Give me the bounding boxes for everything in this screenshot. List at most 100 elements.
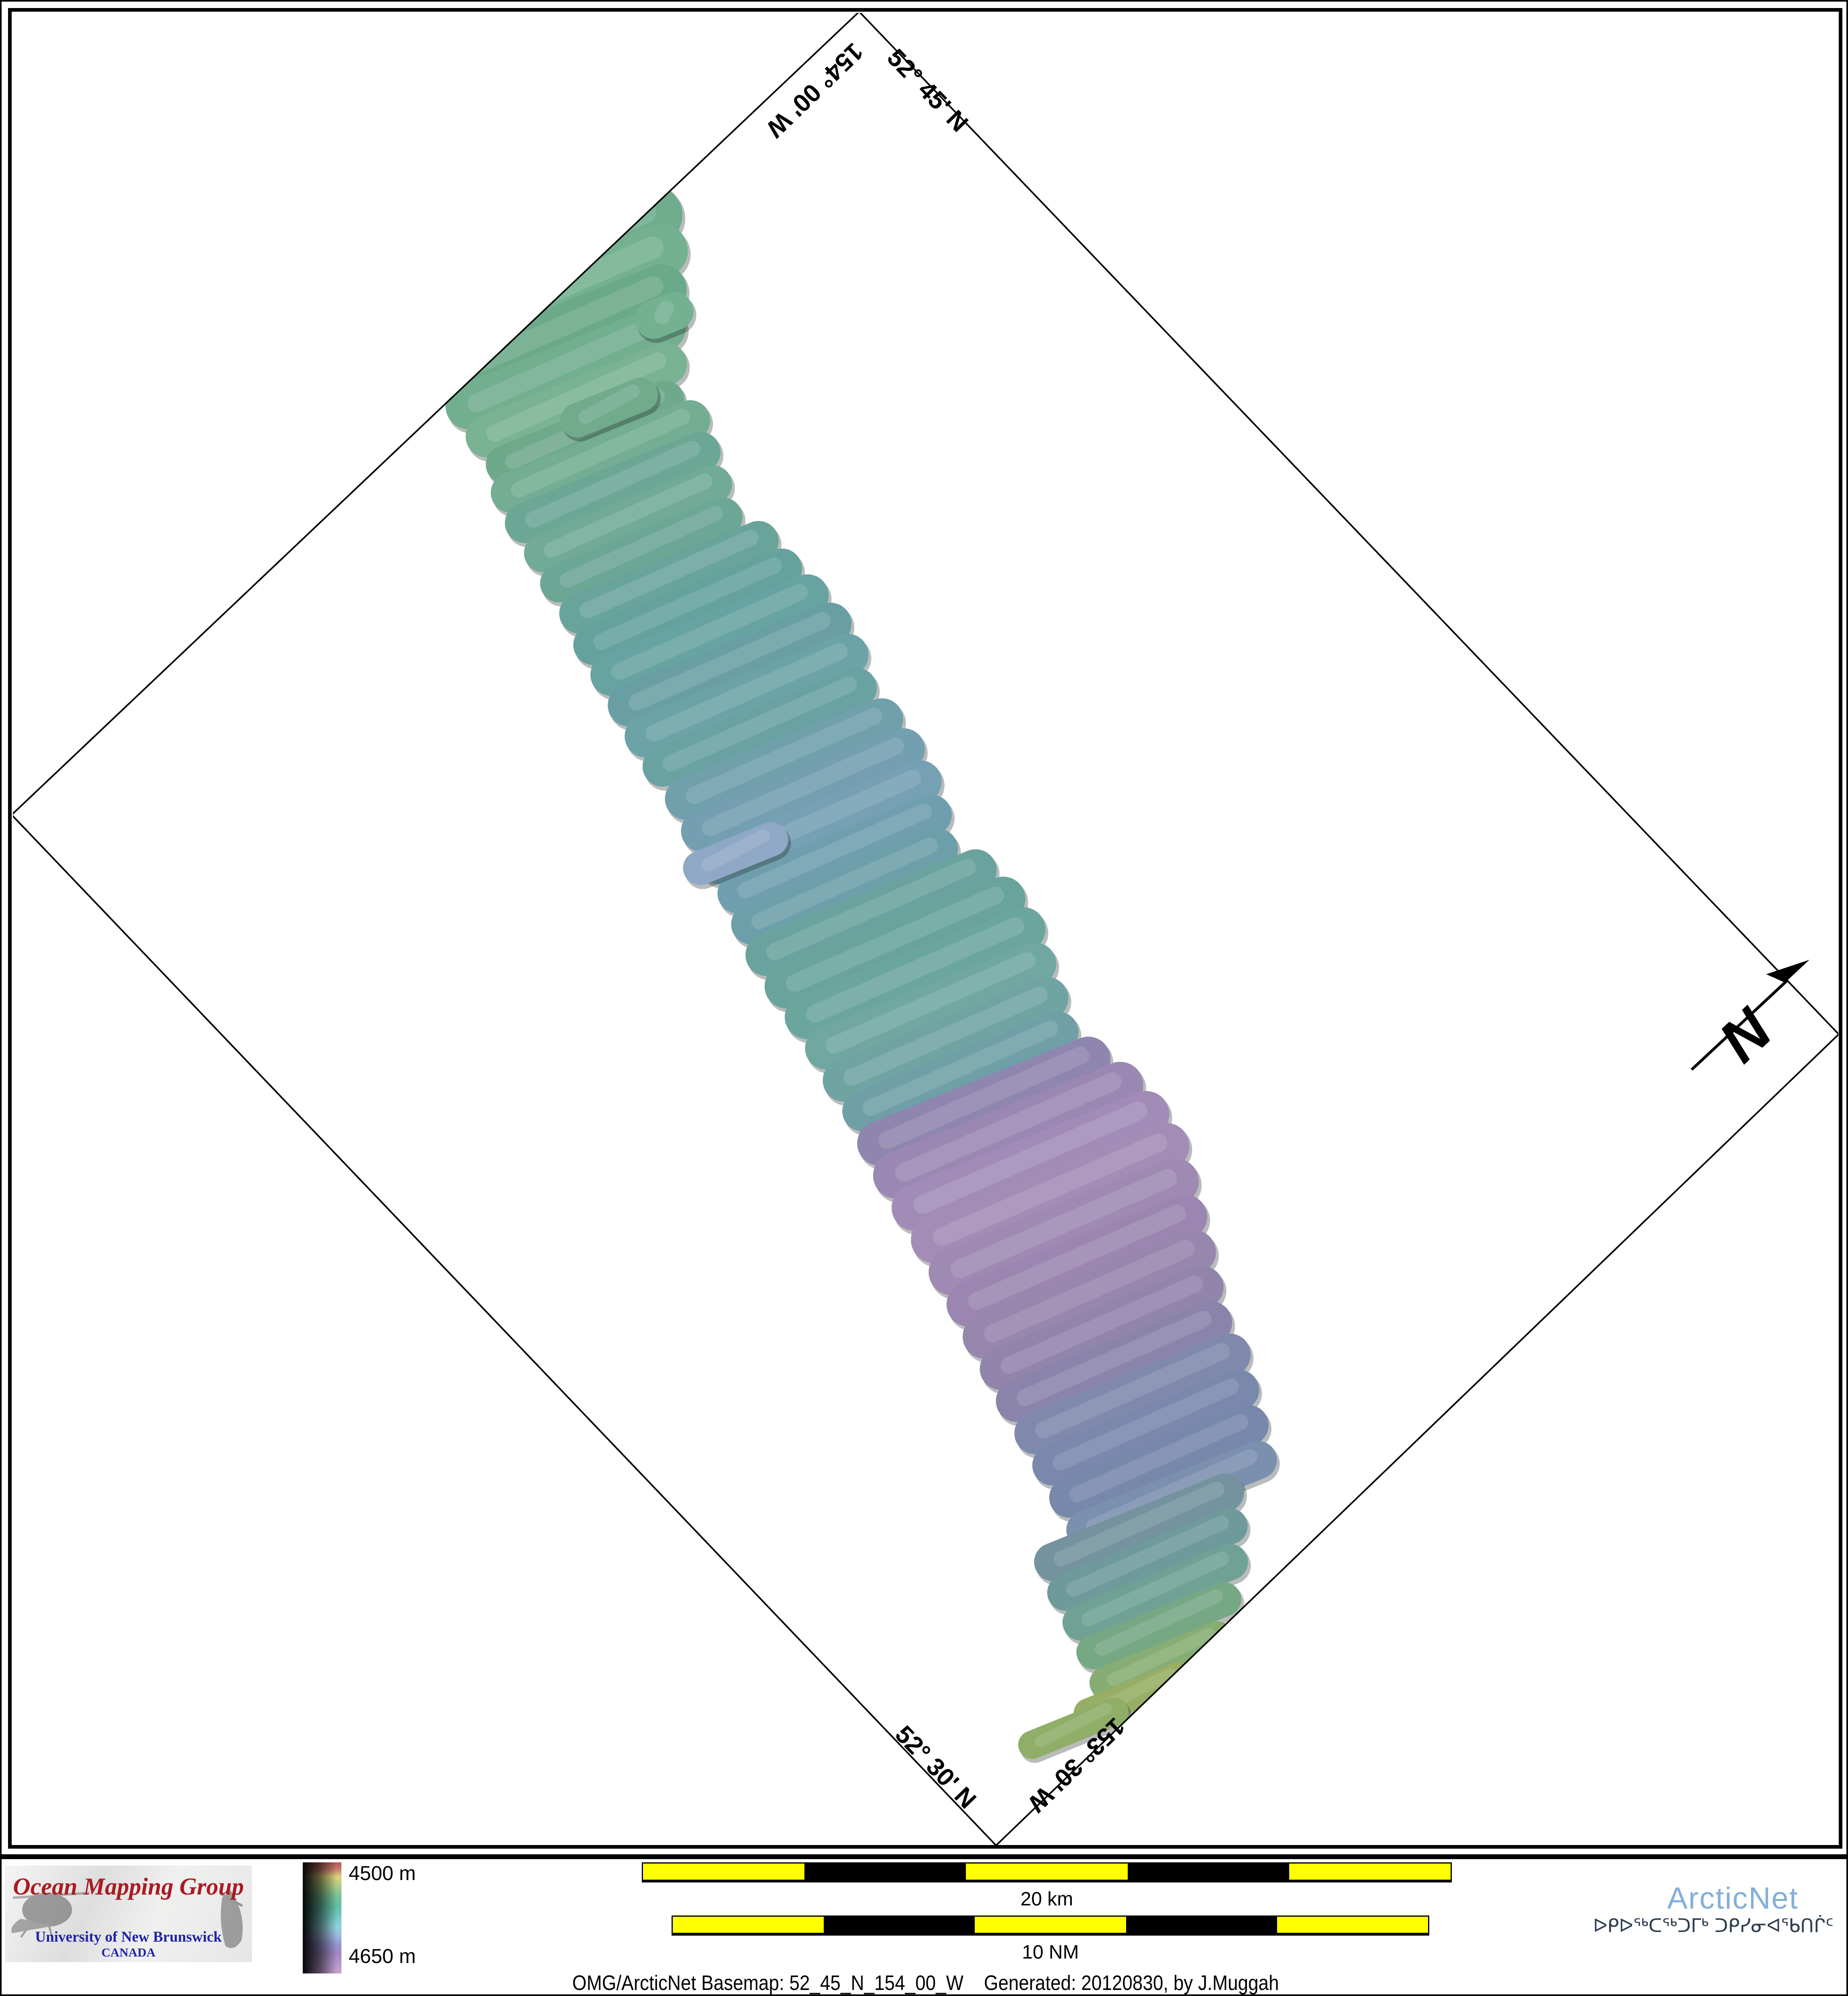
- survey-swath: [465, 343, 687, 458]
- swath-sheen: [686, 708, 883, 804]
- swath-sheen: [579, 530, 759, 618]
- swath-sheen: [879, 1047, 1089, 1149]
- survey-swath: [911, 1123, 1190, 1263]
- scale-bar: [672, 1915, 1429, 1936]
- survey-swath: [1034, 1473, 1244, 1581]
- swath-sheen: [862, 1021, 1058, 1116]
- graticule-diamond-border: [13, 13, 1838, 1845]
- swath-sheen: [702, 738, 904, 836]
- survey-swath: [635, 292, 694, 339]
- scale-bar-label: 20 km: [1020, 1889, 1073, 1910]
- survey-swath: [505, 432, 721, 543]
- survey-swath: [928, 1158, 1199, 1296]
- swath-sheen: [1017, 1311, 1212, 1406]
- swath-sheen: [738, 804, 932, 898]
- survey-swath: [683, 822, 788, 885]
- survey-swath: [765, 876, 1025, 1008]
- swath-sheen: [579, 384, 640, 424]
- swath-sheen: [1107, 1628, 1216, 1686]
- swath-sheen: [751, 837, 938, 929]
- omg-logo: Ocean Mapping Group University of New Br…: [5, 1866, 252, 1962]
- survey-swath: [559, 521, 779, 634]
- scale-bar-segment: [804, 1864, 966, 1880]
- survey-swath: [963, 1230, 1216, 1359]
- survey-swath: [842, 1012, 1079, 1131]
- swath-sheen: [1069, 1414, 1249, 1502]
- survey-swath: [805, 942, 1056, 1070]
- scale-bar-segment: [1289, 1864, 1451, 1880]
- scale-bar-segment: [975, 1917, 1126, 1933]
- basemap-caption: OMG/ArcticNet Basemap: 52_45_N_154_00_W …: [572, 1971, 1279, 1995]
- scale-bar-segment: [1127, 1864, 1289, 1880]
- omg-subtitle-university: University of New Brunswick: [35, 1929, 222, 1945]
- north-arrow-head: [1766, 960, 1810, 983]
- swath-sheen: [1054, 1482, 1225, 1566]
- scale-bar-segment: [1277, 1917, 1428, 1933]
- swath-sheen: [968, 1205, 1186, 1310]
- swath-sheen: [593, 557, 782, 650]
- survey-swath: [681, 728, 925, 852]
- scale-bar: [642, 1862, 1452, 1882]
- survey-swath: [1076, 1582, 1241, 1670]
- omg-subtitle-country: CANADA: [101, 1945, 156, 1959]
- footer-separator: [2, 1854, 1846, 1859]
- scale-bar-segment: [1126, 1917, 1277, 1933]
- swath-sheen: [843, 986, 1048, 1086]
- swath-sheen: [560, 506, 723, 588]
- survey-swath: [823, 977, 1069, 1102]
- swath-sheen: [1000, 1275, 1203, 1374]
- survey-swath: [1047, 1508, 1248, 1611]
- survey-swath: [445, 304, 686, 430]
- survey-swath: [665, 698, 903, 820]
- survey-swath: [560, 377, 658, 438]
- survey-swath: [524, 465, 732, 572]
- swath-sheen: [663, 677, 857, 771]
- survey-swath: [491, 400, 710, 513]
- survey-swath: [573, 548, 802, 665]
- survey-swath: [590, 574, 829, 696]
- ship-icon: [220, 1890, 243, 1948]
- survey-swath: [873, 1062, 1143, 1199]
- survey-swath: [1014, 1333, 1251, 1455]
- swath-sheen: [611, 584, 808, 680]
- survey-swath: [1018, 1697, 1129, 1759]
- omg-logo-art: [11, 1890, 243, 1948]
- survey-swath: [996, 1301, 1232, 1422]
- swath-sheen: [806, 917, 1024, 1023]
- arcticnet-logo: ArcticNet: [1667, 1881, 1799, 1915]
- corner-coordinate-label: 52° 45' N: [882, 43, 974, 137]
- swath-sheen: [645, 643, 848, 742]
- scale-bar-segment: [673, 1917, 824, 1933]
- swath-sheen: [1052, 1378, 1239, 1470]
- scale-bar-segment: [824, 1917, 975, 1933]
- survey-swath: [947, 1194, 1207, 1327]
- map-area: 154° 00' W 52° 45' N52° 30' N 153° 30' W N: [13, 13, 1838, 1845]
- survey-swath: [1049, 1405, 1269, 1518]
- swath-sheen: [895, 1072, 1122, 1182]
- swath-sheen: [786, 886, 1004, 992]
- swath-sheen: [1081, 1552, 1229, 1626]
- corner-coordinate-label: 52° 30' N: [890, 1720, 982, 1814]
- depth-label-min: 4500 m: [349, 1862, 416, 1884]
- omg-title: Ocean Mapping Group: [13, 1873, 244, 1900]
- north-arrow-shaft: [1691, 979, 1788, 1071]
- swath-sheen: [654, 300, 674, 324]
- survey-swath: [717, 795, 952, 913]
- swath-sheen: [486, 352, 666, 442]
- depth-label-max: 4650 m: [349, 1945, 416, 1967]
- swath-sheen: [1095, 1589, 1223, 1656]
- survey-swath: [980, 1266, 1224, 1390]
- swath-sheen: [933, 1133, 1168, 1246]
- survey-swath: [643, 668, 877, 787]
- swath-sheen: [1035, 1343, 1230, 1438]
- survey-swath: [785, 907, 1046, 1039]
- survey-swath: [608, 603, 852, 727]
- swath-sheen: [766, 859, 976, 960]
- depth-colorbar-shading: [303, 1862, 341, 1973]
- survey-swath: [857, 1037, 1111, 1165]
- swath-sheen: [914, 1101, 1147, 1214]
- survey-swath: [540, 498, 743, 603]
- survey-swath: [745, 849, 997, 976]
